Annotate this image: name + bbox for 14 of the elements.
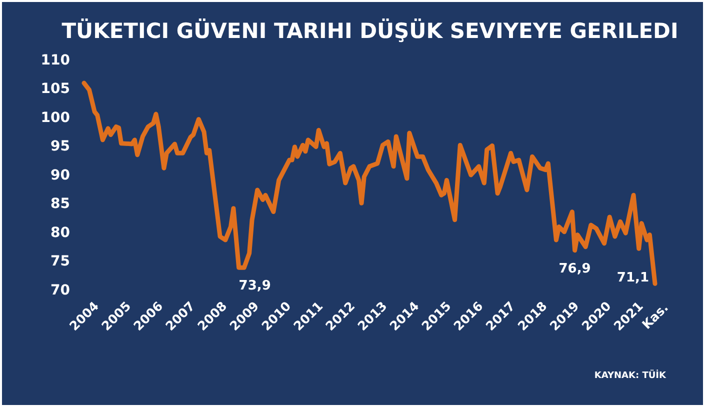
chart-title: TÜKETICI GÜVENI TARIHI DÜŞÜK SEVIYEYE GERILEDI xyxy=(62,18,678,43)
y-tick-label: 105 xyxy=(40,81,70,98)
y-tick-label: 90 xyxy=(50,167,70,184)
annotation: 76,9 xyxy=(558,261,591,276)
y-tick-label: 85 xyxy=(50,196,70,212)
y-tick-label: 110 xyxy=(40,52,70,68)
y-tick-label: 70 xyxy=(50,282,70,298)
y-tick-label: 75 xyxy=(50,254,70,270)
y-tick-label: 80 xyxy=(50,224,70,241)
y-tick-label: 100 xyxy=(40,110,70,126)
text: KAYNAK: TÜİK xyxy=(594,369,668,381)
annotation: 73,9 xyxy=(238,278,271,294)
y-tick-label: 95 xyxy=(50,138,70,155)
annotation: 71,1 xyxy=(616,270,649,286)
